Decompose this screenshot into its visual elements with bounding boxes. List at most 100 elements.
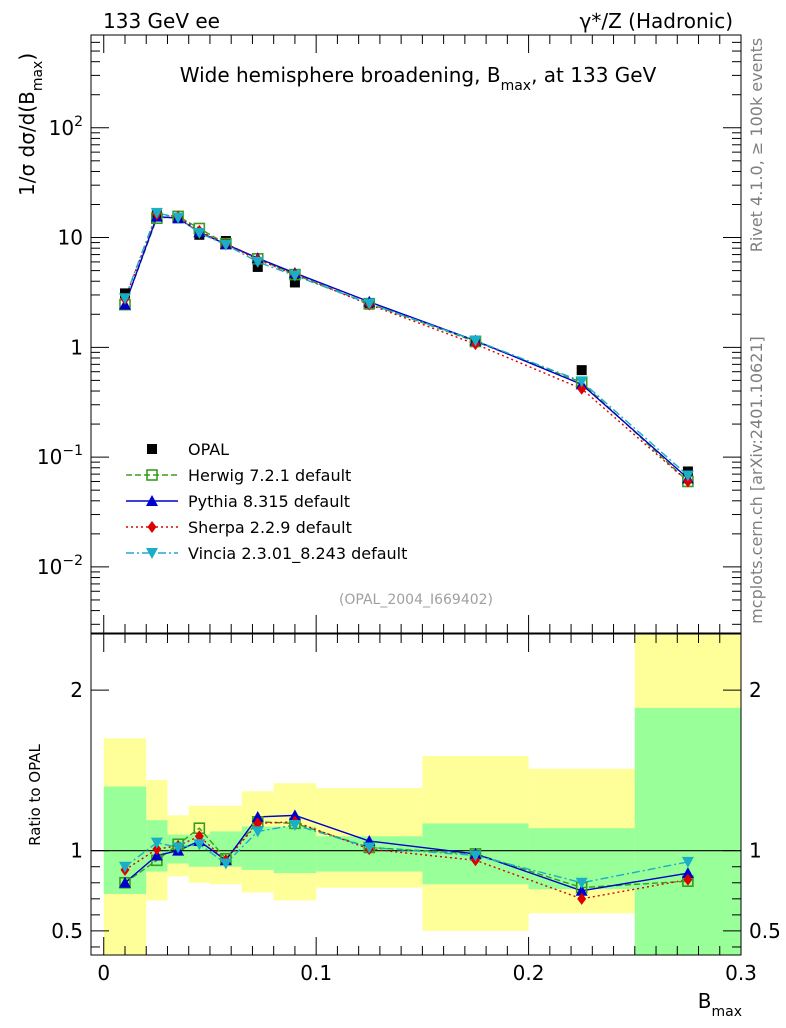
ratio-x-ticks: 0 0.1 0.2 0.3 — [97, 634, 757, 985]
data-point — [576, 365, 587, 376]
header-right: γ*/Z (Hadronic) — [580, 9, 733, 33]
legend-marker — [146, 548, 158, 559]
x-tick-label: 0.1 — [300, 961, 332, 985]
main-y-tick-label: 10−1 — [37, 443, 83, 469]
header-left: 133 GeV ee — [103, 9, 220, 33]
data-point — [681, 470, 694, 482]
stat-uncertainty-band — [634, 707, 741, 955]
ratio-y-tick-label: 0.5 — [51, 919, 83, 943]
xlabel-text: B — [698, 989, 712, 1013]
ratio-point — [363, 842, 376, 854]
data-point — [575, 376, 588, 388]
legend-marker — [147, 521, 157, 533]
main-ylabel-sub: max — [30, 61, 46, 92]
ratio-y-tick-label: 1 — [70, 839, 83, 863]
data-point — [289, 277, 300, 288]
x-axis-label: Bmax — [698, 989, 742, 1020]
legend-label: OPAL — [188, 440, 229, 459]
ratio-y-ticks: 0.5 0.5 1 1 2 2 — [51, 678, 781, 948]
ratio-point — [193, 839, 206, 851]
ratio-point — [575, 877, 588, 889]
site-label: mcplots.cern.ch [arXiv:2401.10621] — [747, 336, 766, 624]
main-y-axis-label: 1/σ dσ/d(Bmax) — [15, 53, 46, 196]
main-ylabel-tail: ) — [15, 53, 39, 61]
main-y-tick-label: 102 — [49, 114, 83, 140]
x-tick-label: 0 — [97, 961, 110, 985]
ratio-point — [288, 809, 301, 821]
ratio-point — [577, 892, 587, 905]
main-y-tick-label: 1 — [70, 335, 83, 359]
main-y-tick-label-base: 1 — [70, 335, 83, 359]
data-point — [288, 270, 301, 282]
legend-marker — [146, 469, 158, 481]
main-frame — [90, 34, 742, 634]
data-point — [193, 228, 206, 240]
ratio-point — [152, 843, 162, 856]
data-point — [251, 256, 264, 268]
main-y-tick-label-base: 10 — [49, 116, 74, 140]
ratio-y-tick-label-right: 1 — [749, 839, 762, 863]
ratio-point — [681, 867, 694, 879]
legend-label: Sherpa 2.2.9 default — [188, 518, 352, 537]
legend: OPAL Herwig 7.2.1 default Pythia 8.315 def… — [126, 440, 407, 564]
ratio-frame — [90, 633, 742, 956]
main-ylabel-text: 1/σ dσ/d(B — [15, 91, 39, 196]
chart-title-text: Wide hemisphere broadening, B — [180, 63, 501, 87]
ratio-point — [469, 850, 482, 862]
main-y-tick-label-exp: 2 — [74, 114, 83, 130]
stat-uncertainty-band — [103, 786, 147, 895]
reference-id: (OPAL_2004_I669402) — [339, 592, 493, 608]
main-y-tick-label-base: 10 — [37, 445, 62, 469]
header-right-suffix: (Hadronic) — [628, 9, 733, 33]
legend-marker — [147, 444, 157, 454]
main-marks — [118, 207, 694, 488]
data-point — [172, 212, 185, 224]
legend-label: Vincia 2.3.01_8.243 default — [188, 544, 407, 564]
x-tick-label: 0.3 — [725, 961, 757, 985]
ratio-marks — [118, 809, 694, 905]
ratio-point — [172, 842, 185, 854]
ratio-point — [251, 810, 264, 822]
ratio-point — [251, 826, 264, 838]
ratio-point — [118, 876, 131, 888]
rivet-label: Rivet 4.1.0, ≥ 100k events — [747, 38, 766, 252]
main-y-tick-label-exp: −2 — [62, 553, 83, 569]
ratio-point — [118, 861, 131, 873]
legend-label: Herwig 7.2.1 default — [188, 466, 351, 485]
data-point — [219, 239, 232, 251]
ratio-y-tick-label-right: 2 — [749, 678, 762, 702]
header-right-prefix: γ*/Z — [580, 9, 622, 33]
data-point — [577, 382, 587, 395]
ratio-point — [150, 837, 163, 849]
xlabel-sub: max — [711, 1004, 742, 1020]
stat-uncertainty-band — [273, 826, 317, 874]
chart-title-sub: max — [501, 78, 532, 94]
main-y-tick-label-exp: −1 — [62, 443, 83, 459]
data-point — [150, 207, 163, 219]
ratio-y-tick-label: 2 — [70, 678, 83, 702]
ratio-point — [253, 817, 263, 830]
data-point — [363, 298, 376, 310]
legend-label: Pythia 8.315 default — [188, 492, 350, 511]
main-y-tick-label-base: 10 — [58, 226, 83, 250]
ratio-point — [683, 873, 693, 886]
ratio-point — [681, 856, 694, 868]
main-x-ticks — [103, 35, 742, 633]
ratio-point — [194, 830, 204, 843]
main-y-tick-label: 10 — [58, 226, 83, 250]
ratio-y-tick-label-right: 0.5 — [749, 919, 781, 943]
legend-marker — [146, 495, 158, 506]
ratio-y-axis-label: Ratio to OPAL — [26, 744, 44, 846]
ratio-panel: 0.5 0.5 1 1 2 2 0 0.1 0.2 0.3 Ratio to OPAL Bmax — [26, 633, 781, 1020]
main-y-tick-label: 10−2 — [37, 553, 83, 579]
x-tick-label: 0.2 — [513, 961, 545, 985]
chart-title-tail: , at 133 GeV — [531, 63, 657, 87]
ratio-point — [575, 884, 588, 896]
data-point — [118, 293, 131, 305]
ratio-point — [288, 819, 301, 831]
chart-title: Wide hemisphere broadening, Bmax, at 133… — [180, 63, 657, 94]
